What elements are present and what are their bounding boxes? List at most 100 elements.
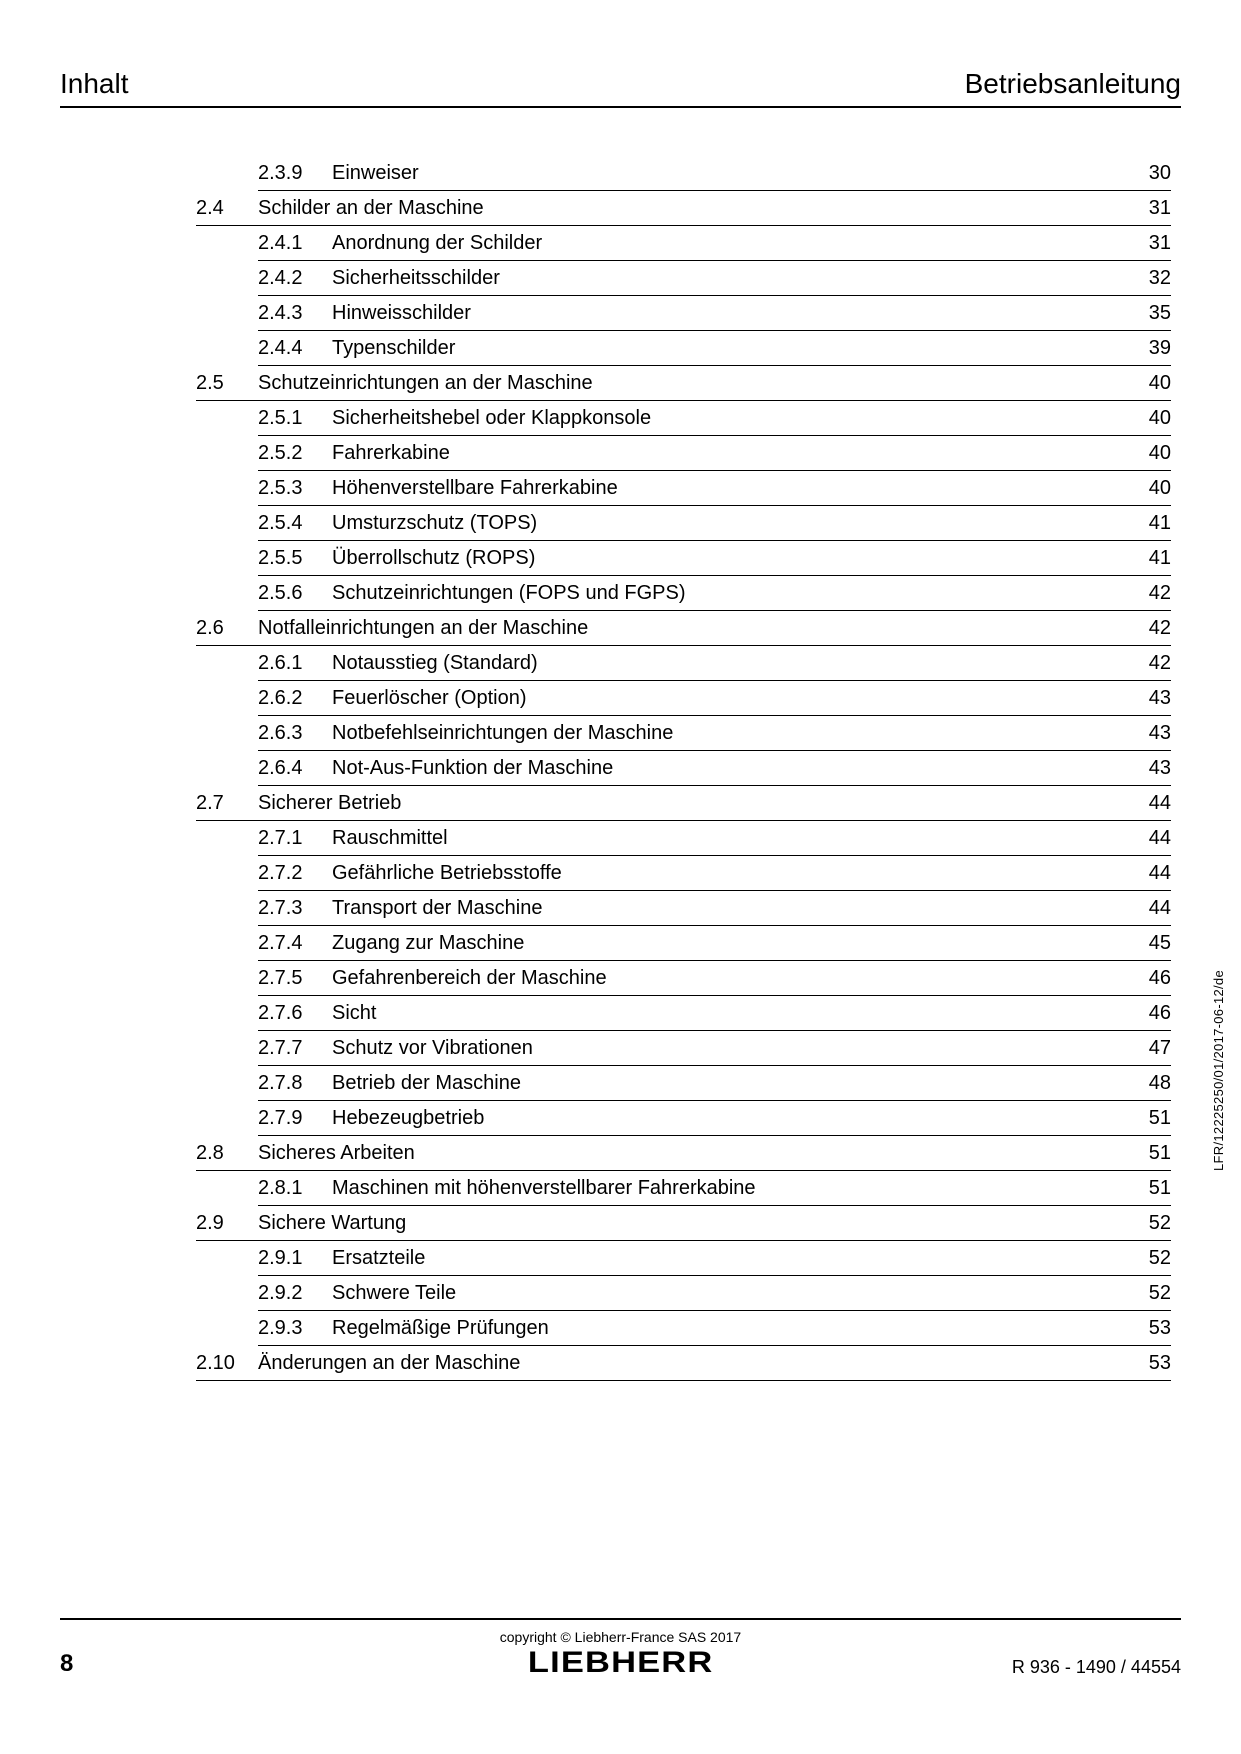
toc-page: 40 xyxy=(1131,407,1171,430)
toc-page: 52 xyxy=(1131,1282,1171,1305)
toc-row: 2.7.5Gefahrenbereich der Maschine46 xyxy=(258,961,1171,996)
toc-number: 2.7 xyxy=(196,792,258,815)
header-left: Inhalt xyxy=(60,68,129,100)
toc-row: 2.8.1Maschinen mit höhenverstellbarer Fa… xyxy=(258,1171,1171,1206)
toc-number: 2.10 xyxy=(196,1352,258,1375)
toc-row: 2.9.1Ersatzteile52 xyxy=(258,1241,1171,1276)
toc-row: 2.7.1Rauschmittel44 xyxy=(258,821,1171,856)
toc-number: 2.4.3 xyxy=(258,302,332,325)
toc-page: 40 xyxy=(1131,372,1171,395)
toc-row: 2.5.6Schutzeinrichtungen (FOPS und FGPS)… xyxy=(258,576,1171,611)
toc-title: Sicheres Arbeiten xyxy=(258,1142,1131,1165)
toc-title: Transport der Maschine xyxy=(332,897,1131,920)
toc-number: 2.9.3 xyxy=(258,1317,332,1340)
toc-number: 2.4 xyxy=(196,197,258,220)
toc-row: 2.7.2Gefährliche Betriebsstoffe44 xyxy=(258,856,1171,891)
toc-title: Schutzeinrichtungen (FOPS und FGPS) xyxy=(332,582,1131,605)
toc-title: Maschinen mit höhenverstellbarer Fahrerk… xyxy=(332,1177,1131,1200)
toc-row: 2.7Sicherer Betrieb44 xyxy=(196,786,1171,821)
toc-page: 40 xyxy=(1131,477,1171,500)
toc-title: Gefahrenbereich der Maschine xyxy=(332,967,1131,990)
toc-row: 2.7.7Schutz vor Vibrationen47 xyxy=(258,1031,1171,1066)
toc-title: Typenschilder xyxy=(332,337,1131,360)
toc-row: 2.7.8Betrieb der Maschine48 xyxy=(258,1066,1171,1101)
toc-page: 53 xyxy=(1131,1352,1171,1375)
toc-title: Schwere Teile xyxy=(332,1282,1131,1305)
toc-number: 2.6.3 xyxy=(258,722,332,745)
toc-title: Ersatzteile xyxy=(332,1247,1131,1270)
toc-number: 2.9.1 xyxy=(258,1247,332,1270)
toc-row: 2.9.2Schwere Teile52 xyxy=(258,1276,1171,1311)
toc-title: Regelmäßige Prüfungen xyxy=(332,1317,1131,1340)
toc-title: Notausstieg (Standard) xyxy=(332,652,1131,675)
toc-title: Not-Aus-Funktion der Maschine xyxy=(332,757,1131,780)
toc-number: 2.7.4 xyxy=(258,932,332,955)
toc-row: 2.8Sicheres Arbeiten51 xyxy=(196,1136,1171,1171)
toc-row: 2.7.3Transport der Maschine44 xyxy=(258,891,1171,926)
toc-number: 2.7.9 xyxy=(258,1107,332,1130)
toc-page: 31 xyxy=(1131,232,1171,255)
toc-page: 46 xyxy=(1131,967,1171,990)
toc-number: 2.7.3 xyxy=(258,897,332,920)
toc-page: 39 xyxy=(1131,337,1171,360)
toc-title: Hinweisschilder xyxy=(332,302,1131,325)
toc-row: 2.4.4Typenschilder39 xyxy=(258,331,1171,366)
page-footer: 8 copyright © Liebherr-France SAS 2017 L… xyxy=(60,1618,1181,1680)
toc-page: 48 xyxy=(1131,1072,1171,1095)
toc-title: Sicherheitsschilder xyxy=(332,267,1131,290)
toc-row: 2.9.3Regelmäßige Prüfungen53 xyxy=(258,1311,1171,1346)
toc-title: Fahrerkabine xyxy=(332,442,1131,465)
toc-row: 2.3.9Einweiser30 xyxy=(258,156,1171,191)
toc-page: 42 xyxy=(1131,582,1171,605)
toc-page: 42 xyxy=(1131,652,1171,675)
toc-number: 2.5.6 xyxy=(258,582,332,605)
toc-row: 2.4.3Hinweisschilder35 xyxy=(258,296,1171,331)
toc-page: 44 xyxy=(1131,897,1171,920)
toc-page: 41 xyxy=(1131,547,1171,570)
toc-title: Rauschmittel xyxy=(332,827,1131,850)
toc-page: 46 xyxy=(1131,1002,1171,1025)
toc-page: 32 xyxy=(1131,267,1171,290)
toc-row: 2.5.4Umsturzschutz (TOPS)41 xyxy=(258,506,1171,541)
toc-number: 2.4.2 xyxy=(258,267,332,290)
toc-number: 2.3.9 xyxy=(258,162,332,185)
toc-title: Sicherer Betrieb xyxy=(258,792,1131,815)
toc-page: 44 xyxy=(1131,827,1171,850)
toc-page: 35 xyxy=(1131,302,1171,325)
toc-number: 2.5.2 xyxy=(258,442,332,465)
toc-row: 2.5.1Sicherheitshebel oder Klappkonsole4… xyxy=(258,401,1171,436)
toc-page: 52 xyxy=(1131,1212,1171,1235)
toc-title: Anordnung der Schilder xyxy=(332,232,1131,255)
toc-row: 2.10Änderungen an der Maschine53 xyxy=(196,1346,1171,1381)
side-document-code: LFR/12225250/01/2017-06-12/de xyxy=(1211,970,1226,1171)
toc-number: 2.6 xyxy=(196,617,258,640)
toc-title: Notbefehlseinrichtungen der Maschine xyxy=(332,722,1131,745)
toc-page: 52 xyxy=(1131,1247,1171,1270)
toc-title: Überrollschutz (ROPS) xyxy=(332,547,1131,570)
toc-number: 2.4.4 xyxy=(258,337,332,360)
toc-row: 2.4.2Sicherheitsschilder32 xyxy=(258,261,1171,296)
toc-number: 2.8.1 xyxy=(258,1177,332,1200)
toc-title: Notfalleinrichtungen an der Maschine xyxy=(258,617,1131,640)
page-header: Inhalt Betriebsanleitung xyxy=(60,68,1181,108)
toc-page: 51 xyxy=(1131,1142,1171,1165)
toc-row: 2.6Notfalleinrichtungen an der Maschine4… xyxy=(196,611,1171,646)
toc-row: 2.6.3Notbefehlseinrichtungen der Maschin… xyxy=(258,716,1171,751)
toc-title: Höhenverstellbare Fahrerkabine xyxy=(332,477,1131,500)
toc-title: Umsturzschutz (TOPS) xyxy=(332,512,1131,535)
header-right: Betriebsanleitung xyxy=(965,68,1181,100)
toc-number: 2.7.1 xyxy=(258,827,332,850)
toc-row: 2.7.9Hebezeugbetrieb51 xyxy=(258,1101,1171,1136)
toc-row: 2.5.5Überrollschutz (ROPS)41 xyxy=(258,541,1171,576)
toc-number: 2.5.3 xyxy=(258,477,332,500)
toc-title: Sichere Wartung xyxy=(258,1212,1131,1235)
toc-title: Sicht xyxy=(332,1002,1131,1025)
toc-title: Betrieb der Maschine xyxy=(332,1072,1131,1095)
toc-number: 2.7.5 xyxy=(258,967,332,990)
toc-page: 51 xyxy=(1131,1177,1171,1200)
toc-number: 2.9 xyxy=(196,1212,258,1235)
toc-row: 2.6.4Not-Aus-Funktion der Maschine43 xyxy=(258,751,1171,786)
toc-row: 2.9Sichere Wartung52 xyxy=(196,1206,1171,1241)
toc-number: 2.7.8 xyxy=(258,1072,332,1095)
toc-page: 40 xyxy=(1131,442,1171,465)
